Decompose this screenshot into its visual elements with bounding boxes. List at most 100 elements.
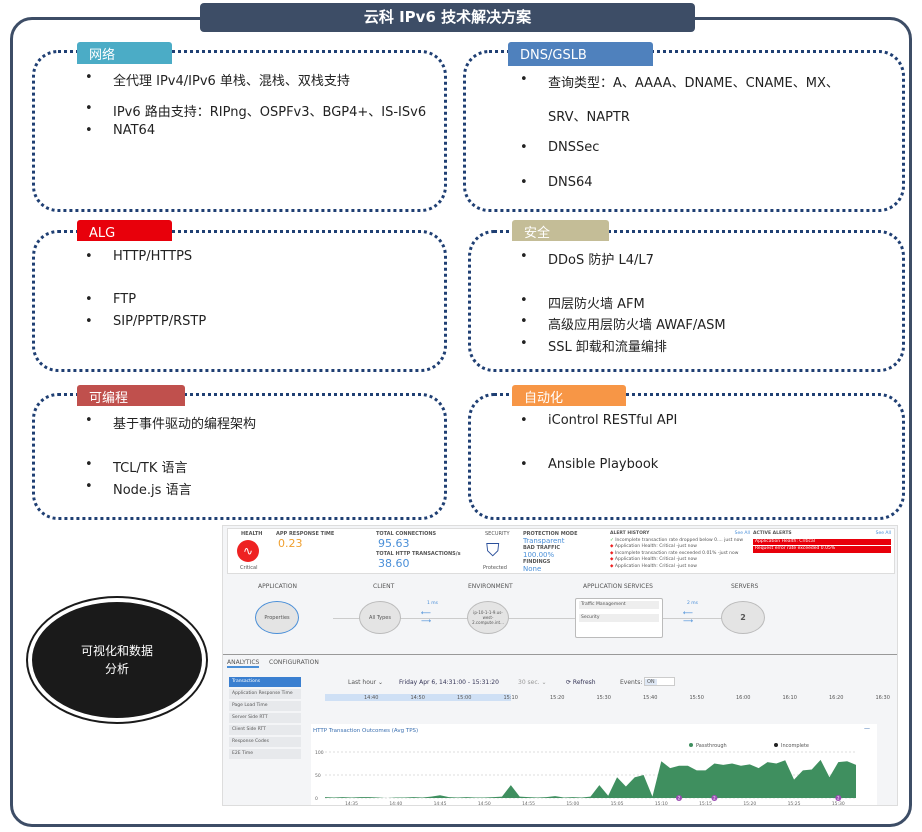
timeline-selection[interactable] [325, 694, 511, 701]
protection-mode-label: PROTECTION MODE [523, 531, 578, 537]
active-alert[interactable]: Application Health: Critical [753, 538, 891, 545]
legend-label: Passthrough [696, 743, 727, 749]
findings: None [523, 565, 542, 573]
x-tick-label: 15:00 [566, 801, 579, 806]
x-tick-label: 15:30 [832, 801, 845, 806]
servers-node[interactable]: 2 [721, 601, 765, 634]
alert-icon: ◆ [610, 550, 614, 556]
panel-item: • 四层防火墙 AFM [520, 293, 645, 312]
tab-analytics[interactable]: ANALYTICS [227, 659, 260, 668]
events-toggle[interactable]: ON [644, 677, 675, 686]
x-tick-label: 14:55 [522, 801, 535, 806]
security-label: SECURITY [485, 531, 510, 537]
side-menu-item[interactable]: Page Load Time [229, 701, 301, 711]
panel-label: ALG [77, 220, 172, 241]
timeline-tick: 16:00 [736, 695, 751, 701]
panel-item: • HTTP/HTTPS [85, 249, 193, 264]
findings-label: FINDINGS [523, 559, 551, 565]
range-select[interactable]: Last hour ⌄ [348, 679, 384, 686]
x-tick-label: 15:20 [743, 801, 756, 806]
alert-history-see-all[interactable]: See All [734, 531, 750, 536]
alert-history-item[interactable]: ◆ Incomplete transaction rate exceeded 0… [610, 550, 739, 556]
check-icon: ✓ [610, 537, 614, 543]
feature-panel [468, 230, 905, 372]
feature-panel [468, 393, 905, 520]
dashboard-screenshot: HEALTH ∿ Critical APP RESPONSE TIME 0.23… [222, 525, 898, 806]
event-marker [711, 795, 718, 801]
timeline-tick: 16:20 [829, 695, 844, 701]
panel-item: • 全代理 IPv4/IPv6 单栈、混栈、双栈支持 [85, 70, 350, 89]
x-tick-label: 15:05 [611, 801, 624, 806]
event-count: 2 [837, 796, 840, 801]
panel-item: • 查询类型：A、AAAA、DNAME、CNAME、MX、 [520, 72, 839, 91]
client-node[interactable]: All Types [359, 601, 401, 634]
y-tick-label: 100 [315, 750, 324, 756]
environment-heading: ENVIRONMENT [468, 583, 513, 590]
alert-icon: ◆ [610, 563, 614, 569]
y-tick-label: 0 [315, 796, 318, 802]
active-alerts-see-all[interactable]: See All [875, 531, 891, 536]
side-menu-item[interactable]: Server Side RTT [229, 713, 301, 723]
panel-item: • Node.js 语言 [85, 479, 192, 498]
health-icon: ∿ [237, 540, 259, 562]
panel-label: 自动化 [512, 385, 626, 406]
visual-analytics-label: 可视化和数据分析 [80, 644, 153, 676]
timeline-tick: 15:30 [596, 695, 611, 701]
event-count: 2 [713, 796, 716, 801]
panel-item: • DDoS 防护 L4/L7 [520, 249, 654, 268]
application-heading: APPLICATION [258, 583, 297, 590]
x-tick-label: 14:40 [389, 801, 402, 806]
side-menu-item[interactable]: E2E Time [229, 749, 301, 759]
panel-item: • 基于事件驱动的编程架构 [85, 413, 257, 432]
x-tick-label: 15:10 [655, 801, 668, 806]
panel-item: • SSL 卸载和流量编排 [520, 336, 667, 355]
timeline-tick: 15:10 [503, 695, 518, 701]
side-menu-item[interactable]: Transactions [229, 677, 301, 687]
security-status: Protected [483, 565, 507, 571]
x-tick-label: 14:50 [478, 801, 491, 806]
alert-history-item[interactable]: ✓ Incomplete transaction rate dropped be… [610, 537, 744, 543]
traffic-management-item[interactable]: Traffic Management [579, 601, 659, 609]
x-tick-label: 14:35 [345, 801, 358, 806]
x-tick-label: 15:25 [788, 801, 801, 806]
feature-panel [463, 50, 905, 212]
side-menu-item[interactable]: Client Side RTT [229, 725, 301, 735]
side-menu-item[interactable]: Application Response Time [229, 689, 301, 699]
app-node[interactable]: Properties [255, 601, 299, 634]
http-transactions-value: 38.60 [378, 557, 410, 570]
security-item[interactable]: Security [579, 614, 659, 622]
app-response-label: APP RESPONSE TIME [276, 531, 335, 537]
tab-configuration[interactable]: CONFIGURATION [269, 659, 319, 666]
legend-marker [689, 743, 693, 747]
feature-panel [32, 230, 447, 372]
environment-node[interactable]: ip-10-1-1-9.us-west-2.compute.int... [467, 601, 509, 634]
protection-mode: Transparent [523, 537, 565, 545]
alert-icon: ◆ [610, 544, 614, 549]
feature-panel [32, 50, 447, 212]
services-latency: 2 ms [687, 601, 699, 606]
active-alerts-label: ACTIVE ALERTS [753, 531, 792, 536]
client-latency: 1 ms [427, 601, 439, 606]
active-alert[interactable]: Request error rate exceeded 0.05% [753, 546, 891, 553]
timeline-tick: 16:30 [875, 695, 890, 701]
collapse-icon[interactable]: — [864, 725, 870, 732]
side-menu-item[interactable]: Response Codes [229, 737, 301, 747]
passthrough-area [325, 759, 856, 798]
x-tick-label: 14:45 [434, 801, 447, 806]
legend-marker [774, 743, 778, 747]
refresh-button[interactable]: ⟳ Refresh [566, 679, 596, 686]
interval-select[interactable]: 30 sec. ⌄ [518, 679, 547, 686]
alert-history-item[interactable]: ◆ Application Health: Critical -just now [610, 544, 697, 549]
panel-item: • SIP/PPTP/RSTP [85, 314, 207, 329]
servers-heading: SERVERS [731, 583, 759, 590]
alert-history-item[interactable]: ◆ Application Health: Critical -just now [610, 563, 697, 569]
events-toggle-value: ON [645, 679, 657, 685]
shield-icon: ⛉ [486, 540, 500, 561]
legend-label: Incomplete [781, 743, 809, 749]
health-label: HEALTH [241, 531, 263, 537]
period-label: Friday Apr 6, 14:31:00 - 15:31:20 [399, 679, 499, 686]
timeline-tick: 15:40 [643, 695, 658, 701]
event-marker [835, 795, 842, 801]
alert-history-item[interactable]: ◆ Application Health: Critical -just now [610, 557, 697, 562]
x-tick-label: 15:15 [699, 801, 712, 806]
